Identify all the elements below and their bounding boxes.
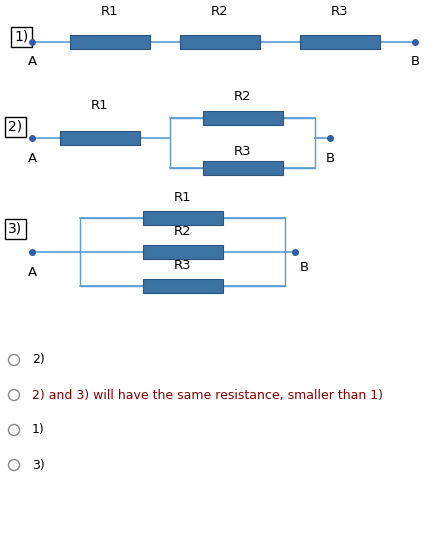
Text: B: B — [325, 152, 335, 165]
Text: R3: R3 — [331, 5, 349, 18]
Text: B: B — [410, 55, 420, 68]
Circle shape — [9, 390, 20, 401]
Text: R1: R1 — [174, 191, 192, 204]
Circle shape — [9, 424, 20, 436]
Text: 2): 2) — [32, 353, 45, 367]
Text: 3): 3) — [8, 222, 22, 236]
Bar — [143, 211, 223, 225]
Bar — [203, 161, 283, 175]
Circle shape — [9, 354, 20, 365]
Text: R2: R2 — [211, 5, 229, 18]
Text: A: A — [27, 152, 37, 165]
Bar — [60, 131, 140, 145]
Bar — [170, 118, 315, 168]
Text: R3: R3 — [174, 259, 192, 272]
Text: R3: R3 — [234, 145, 252, 158]
Circle shape — [9, 459, 20, 470]
Bar — [143, 245, 223, 259]
Bar — [80, 218, 285, 286]
Bar — [300, 35, 380, 49]
Text: 3): 3) — [32, 459, 45, 471]
Text: R1: R1 — [91, 99, 109, 112]
Text: R2: R2 — [234, 90, 252, 103]
Text: A: A — [27, 55, 37, 68]
Bar — [70, 35, 150, 49]
Text: A: A — [27, 266, 37, 279]
Text: 1): 1) — [14, 30, 28, 44]
Text: 2) and 3) will have the same resistance, smaller than 1): 2) and 3) will have the same resistance,… — [32, 389, 383, 401]
Text: R1: R1 — [101, 5, 119, 18]
Bar — [143, 279, 223, 293]
Text: 2): 2) — [8, 120, 22, 134]
Text: B: B — [300, 261, 309, 274]
Bar — [180, 35, 260, 49]
Text: 1): 1) — [32, 423, 45, 437]
Bar — [203, 111, 283, 125]
Text: R2: R2 — [174, 225, 192, 238]
